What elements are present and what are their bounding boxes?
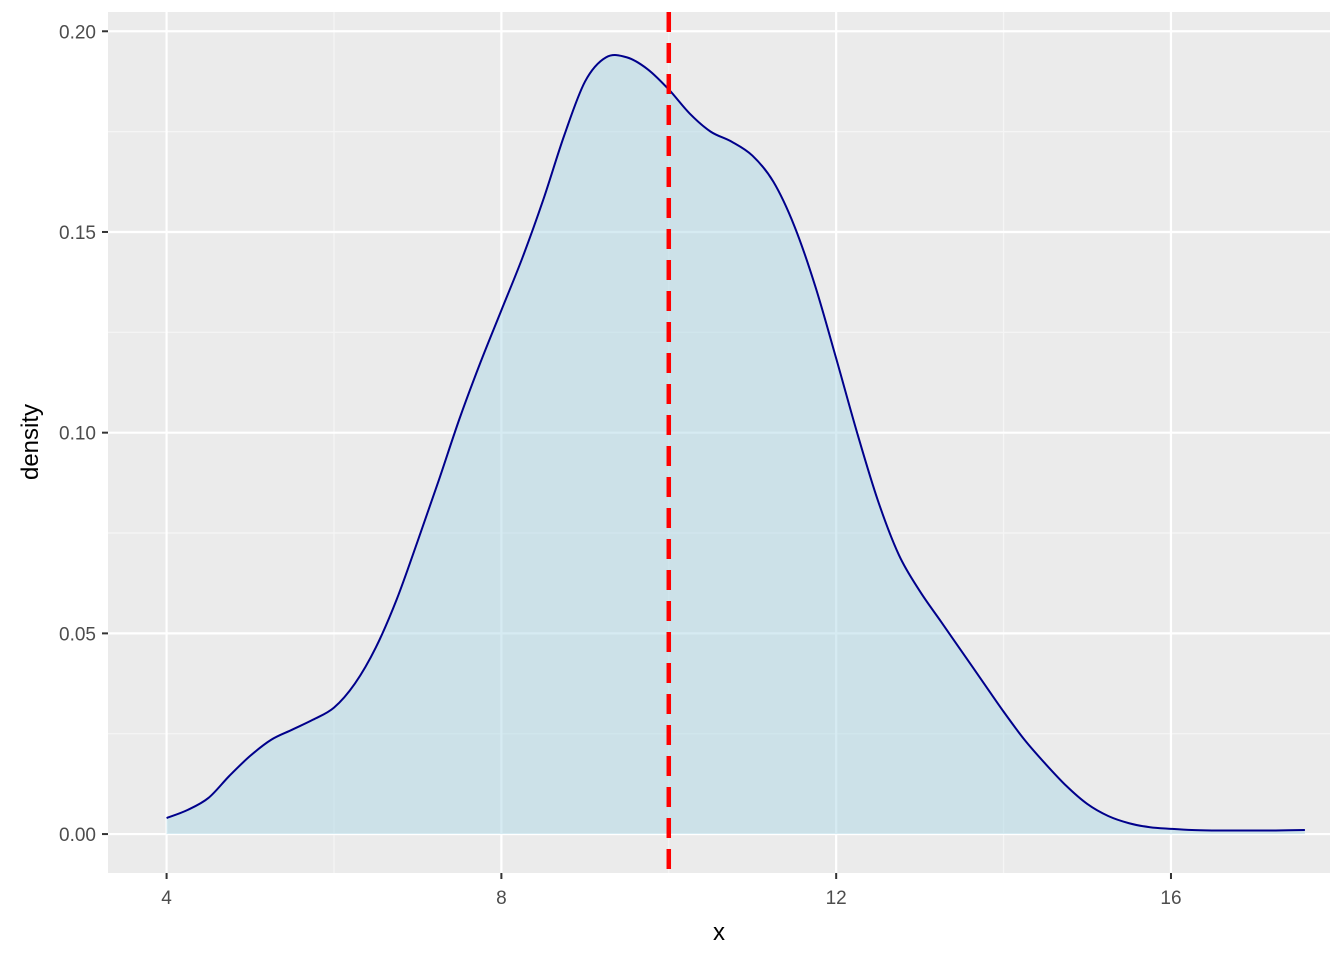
y-tick-label: 0.10 [59,424,96,445]
y-axis: 0.00 0.05 0.10 0.15 0.20 [59,22,108,846]
x-tick-label: 4 [161,888,172,909]
y-tick-label: 0.20 [59,22,96,43]
x-tick-label: 16 [1160,888,1181,909]
x-axis: 4 8 12 16 [161,873,1182,909]
density-line [166,54,1305,832]
y-axis-title: density [17,404,44,480]
y-tick-label: 0.00 [59,825,96,846]
density-area [166,55,1305,835]
x-tick-label: 8 [496,888,507,909]
x-tick-label: 12 [826,888,847,909]
x-axis-title: x [713,919,725,946]
y-tick-label: 0.05 [59,624,96,645]
y-tick-label: 0.15 [59,223,96,244]
